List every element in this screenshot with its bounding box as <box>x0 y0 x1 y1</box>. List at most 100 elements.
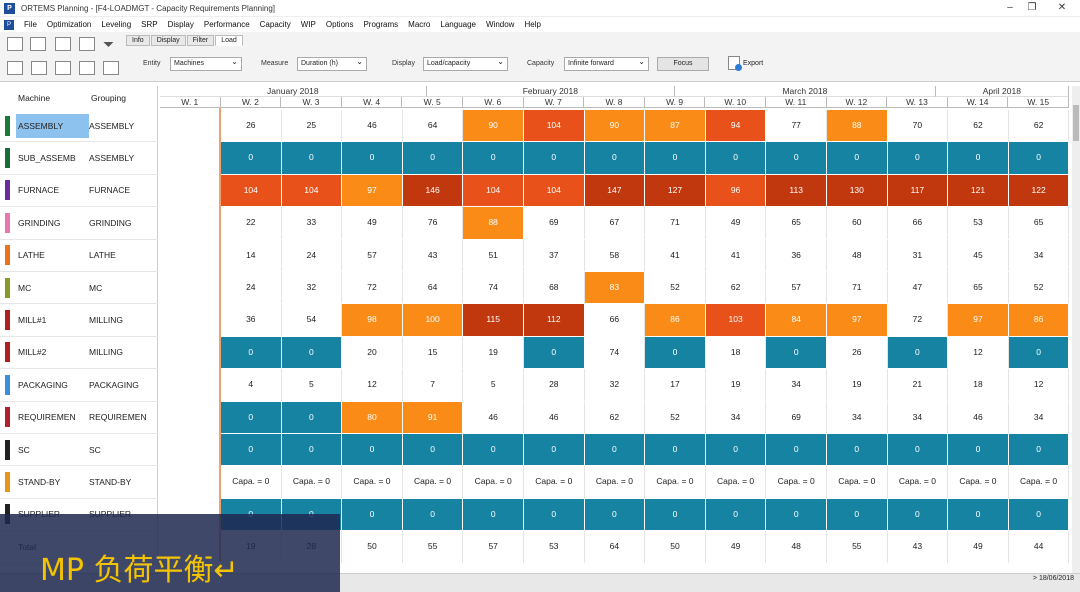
load-cell[interactable]: 0 <box>887 336 949 369</box>
load-cell[interactable]: 0 <box>645 434 706 466</box>
save-icon[interactable] <box>30 37 46 51</box>
load-cell[interactable]: 53 <box>524 531 585 563</box>
load-cell[interactable]: 96 <box>705 174 767 207</box>
menu-optimization[interactable]: Optimization <box>46 20 92 29</box>
machine-name[interactable]: MILL#1 <box>18 315 47 326</box>
menu-help[interactable]: Help <box>524 20 541 29</box>
machine-name[interactable]: STAND-BY <box>18 477 61 488</box>
load-cell[interactable]: Capa. = 0 <box>402 466 464 498</box>
load-cell[interactable]: 62 <box>948 110 1009 142</box>
load-cell[interactable]: Capa. = 0 <box>524 466 585 498</box>
load-cell[interactable]: Capa. = 0 <box>645 466 706 498</box>
load-cell[interactable]: 64 <box>584 531 646 563</box>
load-cell[interactable]: 0 <box>524 336 585 369</box>
scroll-right-icon[interactable]: > <box>1032 575 1037 582</box>
load-cell[interactable]: 36 <box>221 304 282 336</box>
load-cell[interactable]: 70 <box>887 110 949 142</box>
load-cell[interactable]: 34 <box>887 401 949 433</box>
focus-button[interactable]: Focus <box>657 57 709 71</box>
load-cell[interactable]: 62 <box>584 401 646 433</box>
load-cell[interactable]: 72 <box>342 272 403 304</box>
capacity-select[interactable]: Infinite forward <box>564 57 649 71</box>
load-cell[interactable]: 0 <box>281 434 343 466</box>
document-icon[interactable]: P <box>4 19 14 30</box>
load-cell[interactable]: 90 <box>463 110 524 142</box>
load-cell[interactable]: 46 <box>524 401 585 433</box>
load-cell[interactable]: 88 <box>463 207 524 239</box>
week-header[interactable]: W. 11 <box>766 97 827 108</box>
load-cell[interactable]: 18 <box>948 369 1009 401</box>
load-cell[interactable]: 48 <box>827 239 888 271</box>
load-cell[interactable]: 65 <box>1008 207 1070 239</box>
load-cell[interactable]: Capa. = 0 <box>221 466 282 498</box>
load-cell[interactable]: Capa. = 0 <box>827 466 888 498</box>
tab-info[interactable]: Info <box>126 35 150 46</box>
open-folder-icon[interactable] <box>7 37 23 51</box>
load-cell[interactable]: 68 <box>524 272 585 304</box>
minimize-icon[interactable]: – <box>1007 2 1013 13</box>
load-cell[interactable]: 26 <box>221 110 282 142</box>
tab-display[interactable]: Display <box>150 35 186 46</box>
machine-name[interactable]: MC <box>18 282 32 293</box>
load-cell[interactable]: Capa. = 0 <box>463 466 524 498</box>
load-cell[interactable]: 0 <box>766 336 827 369</box>
week-header[interactable]: W. 9 <box>644 97 706 108</box>
load-cell[interactable]: 60 <box>827 207 888 239</box>
load-cell[interactable]: 24 <box>221 272 282 304</box>
load-cell[interactable]: 0 <box>221 142 282 174</box>
machine-name[interactable]: SUB_ASSEMB <box>18 153 76 164</box>
load-cell[interactable]: Capa. = 0 <box>342 466 403 498</box>
load-cell[interactable]: 104 <box>221 174 282 207</box>
load-cell[interactable]: Capa. = 0 <box>887 466 949 498</box>
load-cell[interactable]: Capa. = 0 <box>584 466 646 498</box>
load-cell[interactable]: 0 <box>1008 498 1070 531</box>
load-cell[interactable]: 94 <box>705 110 767 142</box>
load-cell[interactable]: 37 <box>524 239 585 271</box>
load-cell[interactable]: 50 <box>342 531 403 563</box>
export-button[interactable]: Export <box>728 54 763 72</box>
load-cell[interactable]: 66 <box>584 304 646 336</box>
load-cell[interactable]: 46 <box>342 110 403 142</box>
load-cell[interactable]: 0 <box>402 434 464 466</box>
load-cell[interactable]: 77 <box>766 110 827 142</box>
load-cell[interactable]: 12 <box>948 336 1009 369</box>
machine-row[interactable]: FURNACE FURNACE <box>0 175 158 208</box>
load-cell[interactable]: 0 <box>1008 336 1070 369</box>
machine-row[interactable]: PACKAGING PACKAGING <box>0 369 158 402</box>
load-cell[interactable]: 64 <box>402 110 464 142</box>
load-cell[interactable]: 0 <box>645 336 706 369</box>
machine-row[interactable]: ASSEMBLY ASSEMBLY <box>0 110 158 143</box>
load-cell[interactable]: 0 <box>705 142 767 174</box>
grouping-column-header[interactable]: Grouping <box>91 93 126 103</box>
load-cell[interactable]: 33 <box>281 207 343 239</box>
load-cell[interactable]: Capa. = 0 <box>281 466 343 498</box>
menu-macro[interactable]: Macro <box>408 20 431 29</box>
menu-display[interactable]: Display <box>167 20 194 29</box>
machine-name[interactable]: SC <box>18 444 30 455</box>
load-cell[interactable]: 0 <box>342 142 403 174</box>
load-cell[interactable]: 7 <box>402 369 464 401</box>
tab-filter[interactable]: Filter <box>186 35 215 46</box>
vertical-scroll-thumb[interactable] <box>1073 105 1079 141</box>
load-cell[interactable]: 55 <box>402 531 464 563</box>
load-cell[interactable]: 62 <box>705 272 767 304</box>
load-cell[interactable]: 65 <box>948 272 1009 304</box>
load-cell[interactable]: 0 <box>221 336 282 369</box>
menu-performance[interactable]: Performance <box>203 20 250 29</box>
load-cell[interactable]: 50 <box>645 531 706 563</box>
load-cell[interactable]: 121 <box>948 174 1009 207</box>
load-cell[interactable]: 112 <box>524 304 585 336</box>
week-header[interactable]: W. 1 <box>160 97 221 108</box>
load-cell[interactable]: 15 <box>402 336 464 369</box>
load-cell[interactable]: 0 <box>584 498 646 531</box>
tab-load[interactable]: Load <box>215 35 243 46</box>
load-cell[interactable]: 18 <box>705 336 767 369</box>
menu-leveling[interactable]: Leveling <box>101 20 132 29</box>
load-cell[interactable]: 115 <box>463 304 524 336</box>
machine-row[interactable]: MILL#1 MILLING <box>0 304 158 337</box>
machine-name[interactable]: PACKAGING <box>18 379 68 390</box>
load-cell[interactable]: 69 <box>524 207 585 239</box>
machine-row[interactable]: MILL#2 MILLING <box>0 337 158 370</box>
load-cell[interactable]: 113 <box>766 174 827 207</box>
menu-options[interactable]: Options <box>325 20 354 29</box>
